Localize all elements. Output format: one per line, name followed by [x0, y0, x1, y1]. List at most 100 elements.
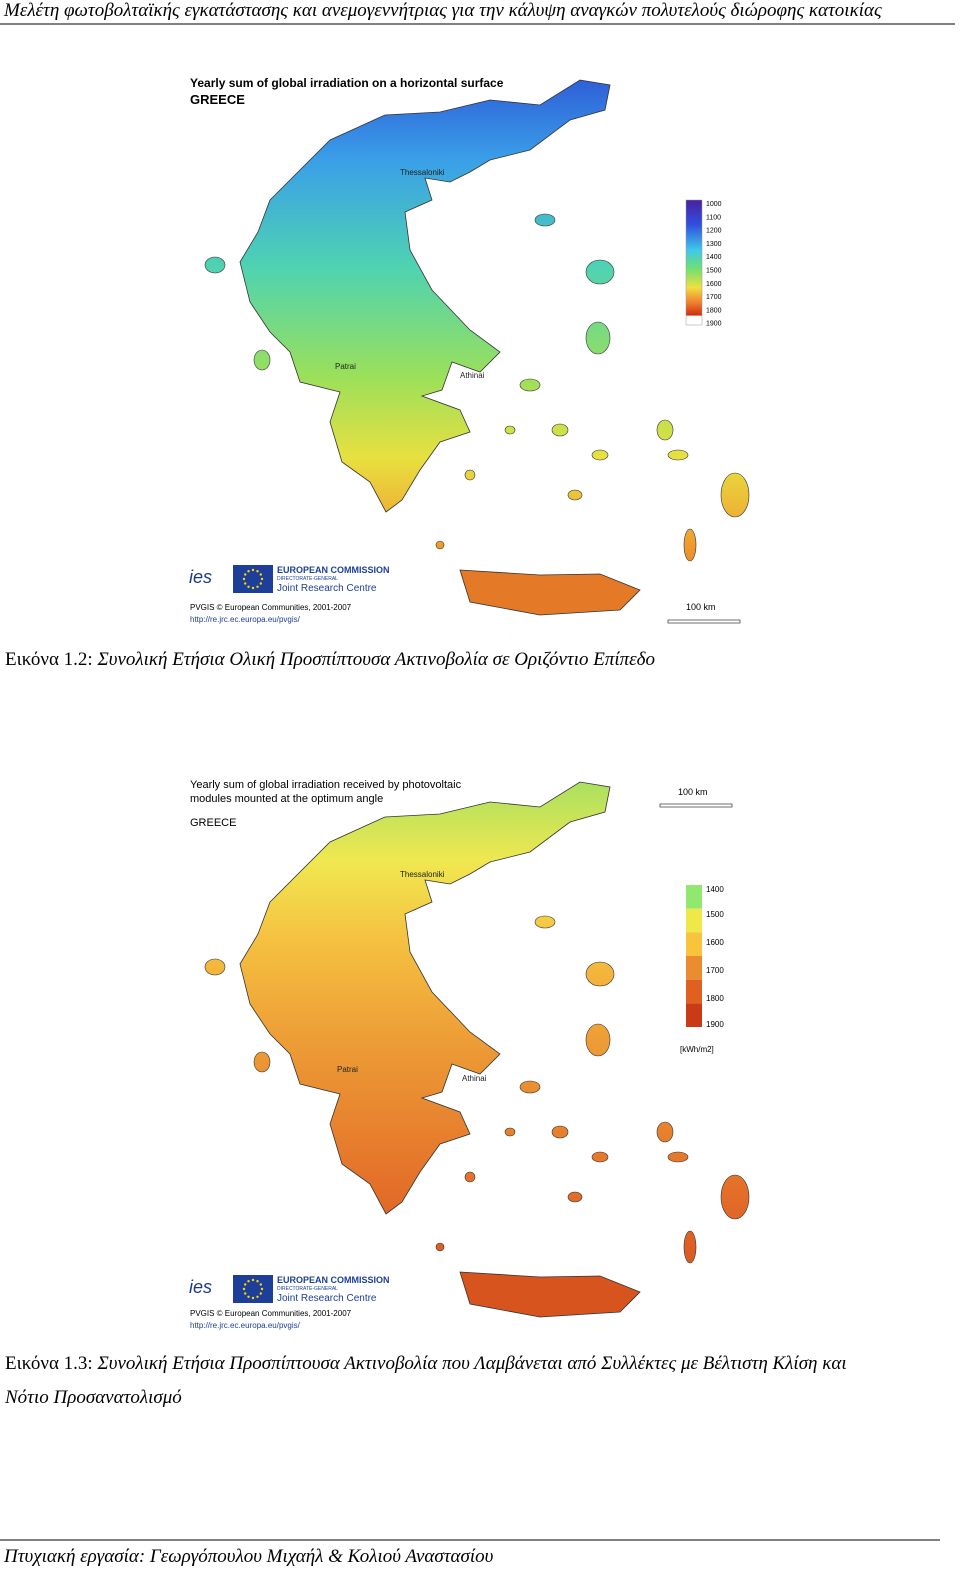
legend-swatch [686, 979, 702, 1004]
eu-star [256, 570, 259, 573]
map-country: GREECE [190, 817, 236, 829]
eu-star [259, 1283, 262, 1286]
map-island [667, 1151, 689, 1163]
city-label: Athinai [462, 1074, 487, 1083]
caption-text: Συνολική Ετήσια Ολική Προσπίπτουσα Ακτιν… [96, 649, 655, 670]
eu-star [251, 1278, 255, 1282]
map-island [585, 961, 615, 987]
map: Yearly sum of global irradiation on a ho… [189, 76, 750, 624]
eu-star [259, 1292, 262, 1295]
map-island [585, 259, 615, 285]
eu-star [251, 1296, 255, 1300]
legend-label: 1900 [706, 1020, 724, 1029]
legend-unit: [kWh/m2] [680, 1045, 714, 1054]
eu-star [244, 573, 247, 576]
map-island [435, 1242, 445, 1252]
map-island [204, 256, 226, 274]
scale-label: 100 km [678, 787, 708, 797]
legend-label: 1000 [706, 201, 722, 208]
map-island [551, 1125, 569, 1139]
logo-jrc: Joint Research Centre [277, 1293, 377, 1304]
eu-star [259, 573, 262, 576]
map-island [683, 1230, 697, 1264]
eu-star [247, 585, 250, 588]
eu-star [247, 1280, 250, 1283]
eu-star [259, 582, 262, 585]
map-island [683, 528, 697, 562]
map-island [459, 1271, 641, 1318]
map-island [720, 472, 750, 518]
legend-swatch [686, 956, 702, 980]
eu-star [256, 1295, 259, 1298]
legend-label: 1700 [706, 966, 724, 975]
city-label: Athinai [460, 371, 485, 380]
caption-label: Εικόνα 1.3: [5, 1353, 93, 1374]
legend-label: 1600 [706, 281, 722, 288]
map-island [459, 569, 641, 616]
eu-star [247, 1295, 250, 1298]
eu-star [256, 1280, 259, 1283]
logo-dg: DIRECTORATE-GENERAL [277, 1286, 338, 1292]
legend-swatch [686, 908, 702, 933]
map-island [667, 449, 689, 461]
map-island [534, 213, 556, 227]
legend-label: 1300 [706, 241, 722, 248]
legend-label: 1700 [706, 294, 722, 301]
legend-label: 1800 [706, 307, 722, 314]
map-island [504, 425, 516, 435]
legend-ramp [685, 199, 703, 326]
map-title: Yearly sum of global irradiation on a ho… [190, 76, 504, 90]
header-title: Μελέτη φωτοβολταϊκής εγκατάστασης και αν… [3, 0, 882, 21]
legend-label: 1100 [706, 214, 721, 221]
figure-caption: Νότιο Προσανατολισμό [4, 1387, 182, 1408]
legend-label: 1600 [706, 938, 724, 947]
legend-swatch [686, 932, 702, 956]
city-label: Patrai [335, 362, 356, 371]
map-island [519, 1080, 541, 1094]
logo-ies: ies [189, 1277, 212, 1297]
map-island [253, 1051, 271, 1073]
map-island [567, 1191, 583, 1203]
map-island [567, 489, 583, 501]
legend-label: 1400 [706, 254, 722, 261]
map-island [204, 958, 226, 976]
logo-ies: ies [189, 567, 212, 587]
caption-text: Νότιο Προσανατολισμό [4, 1387, 182, 1408]
map-island [534, 915, 556, 929]
legend-swatch [686, 1003, 702, 1027]
eu-star [251, 586, 255, 590]
map-credit: PVGIS © European Communities, 2001-2007 [190, 1309, 352, 1318]
map-island [435, 540, 445, 550]
eu-star [256, 585, 259, 588]
legend-label: 1900 [706, 321, 722, 328]
eu-star [244, 582, 247, 585]
map-island [656, 419, 674, 441]
scale-label: 100 km [686, 602, 716, 612]
eu-star [244, 1292, 247, 1295]
city-label: Thessaloniki [400, 870, 445, 879]
map-island [591, 1151, 609, 1163]
legend-label: 1800 [706, 994, 724, 1003]
map-island [464, 469, 476, 481]
footer-text: Πτυχιακή εργασία: Γεωργόπουλου Μιχαήλ & … [3, 1546, 494, 1567]
city-label: Patrai [337, 1065, 358, 1074]
map-land [239, 79, 611, 513]
eu-star [242, 577, 246, 581]
map-url: http://re.jrc.ec.europa.eu/pvgis/ [190, 1321, 301, 1330]
map-island [720, 1174, 750, 1220]
map-island [551, 423, 569, 437]
eu-star [244, 1283, 247, 1286]
legend-label: 1500 [706, 910, 724, 919]
figure-caption: Εικόνα 1.3: Συνολική Ετήσια Προσπίπτουσα… [5, 1353, 847, 1374]
map-island [585, 1023, 611, 1057]
figure-caption: Εικόνα 1.2: Συνολική Ετήσια Ολική Προσπί… [5, 649, 655, 670]
eu-star [242, 1287, 246, 1291]
scale-bar [667, 619, 741, 624]
city-label: Thessaloniki [400, 168, 445, 177]
map-island [591, 449, 609, 461]
caption-label: Εικόνα 1.2: [5, 649, 93, 670]
map-island [656, 1121, 674, 1143]
map: Yearly sum of global irradiation receive… [189, 779, 750, 1330]
logo-dg: DIRECTORATE-GENERAL [277, 576, 338, 582]
